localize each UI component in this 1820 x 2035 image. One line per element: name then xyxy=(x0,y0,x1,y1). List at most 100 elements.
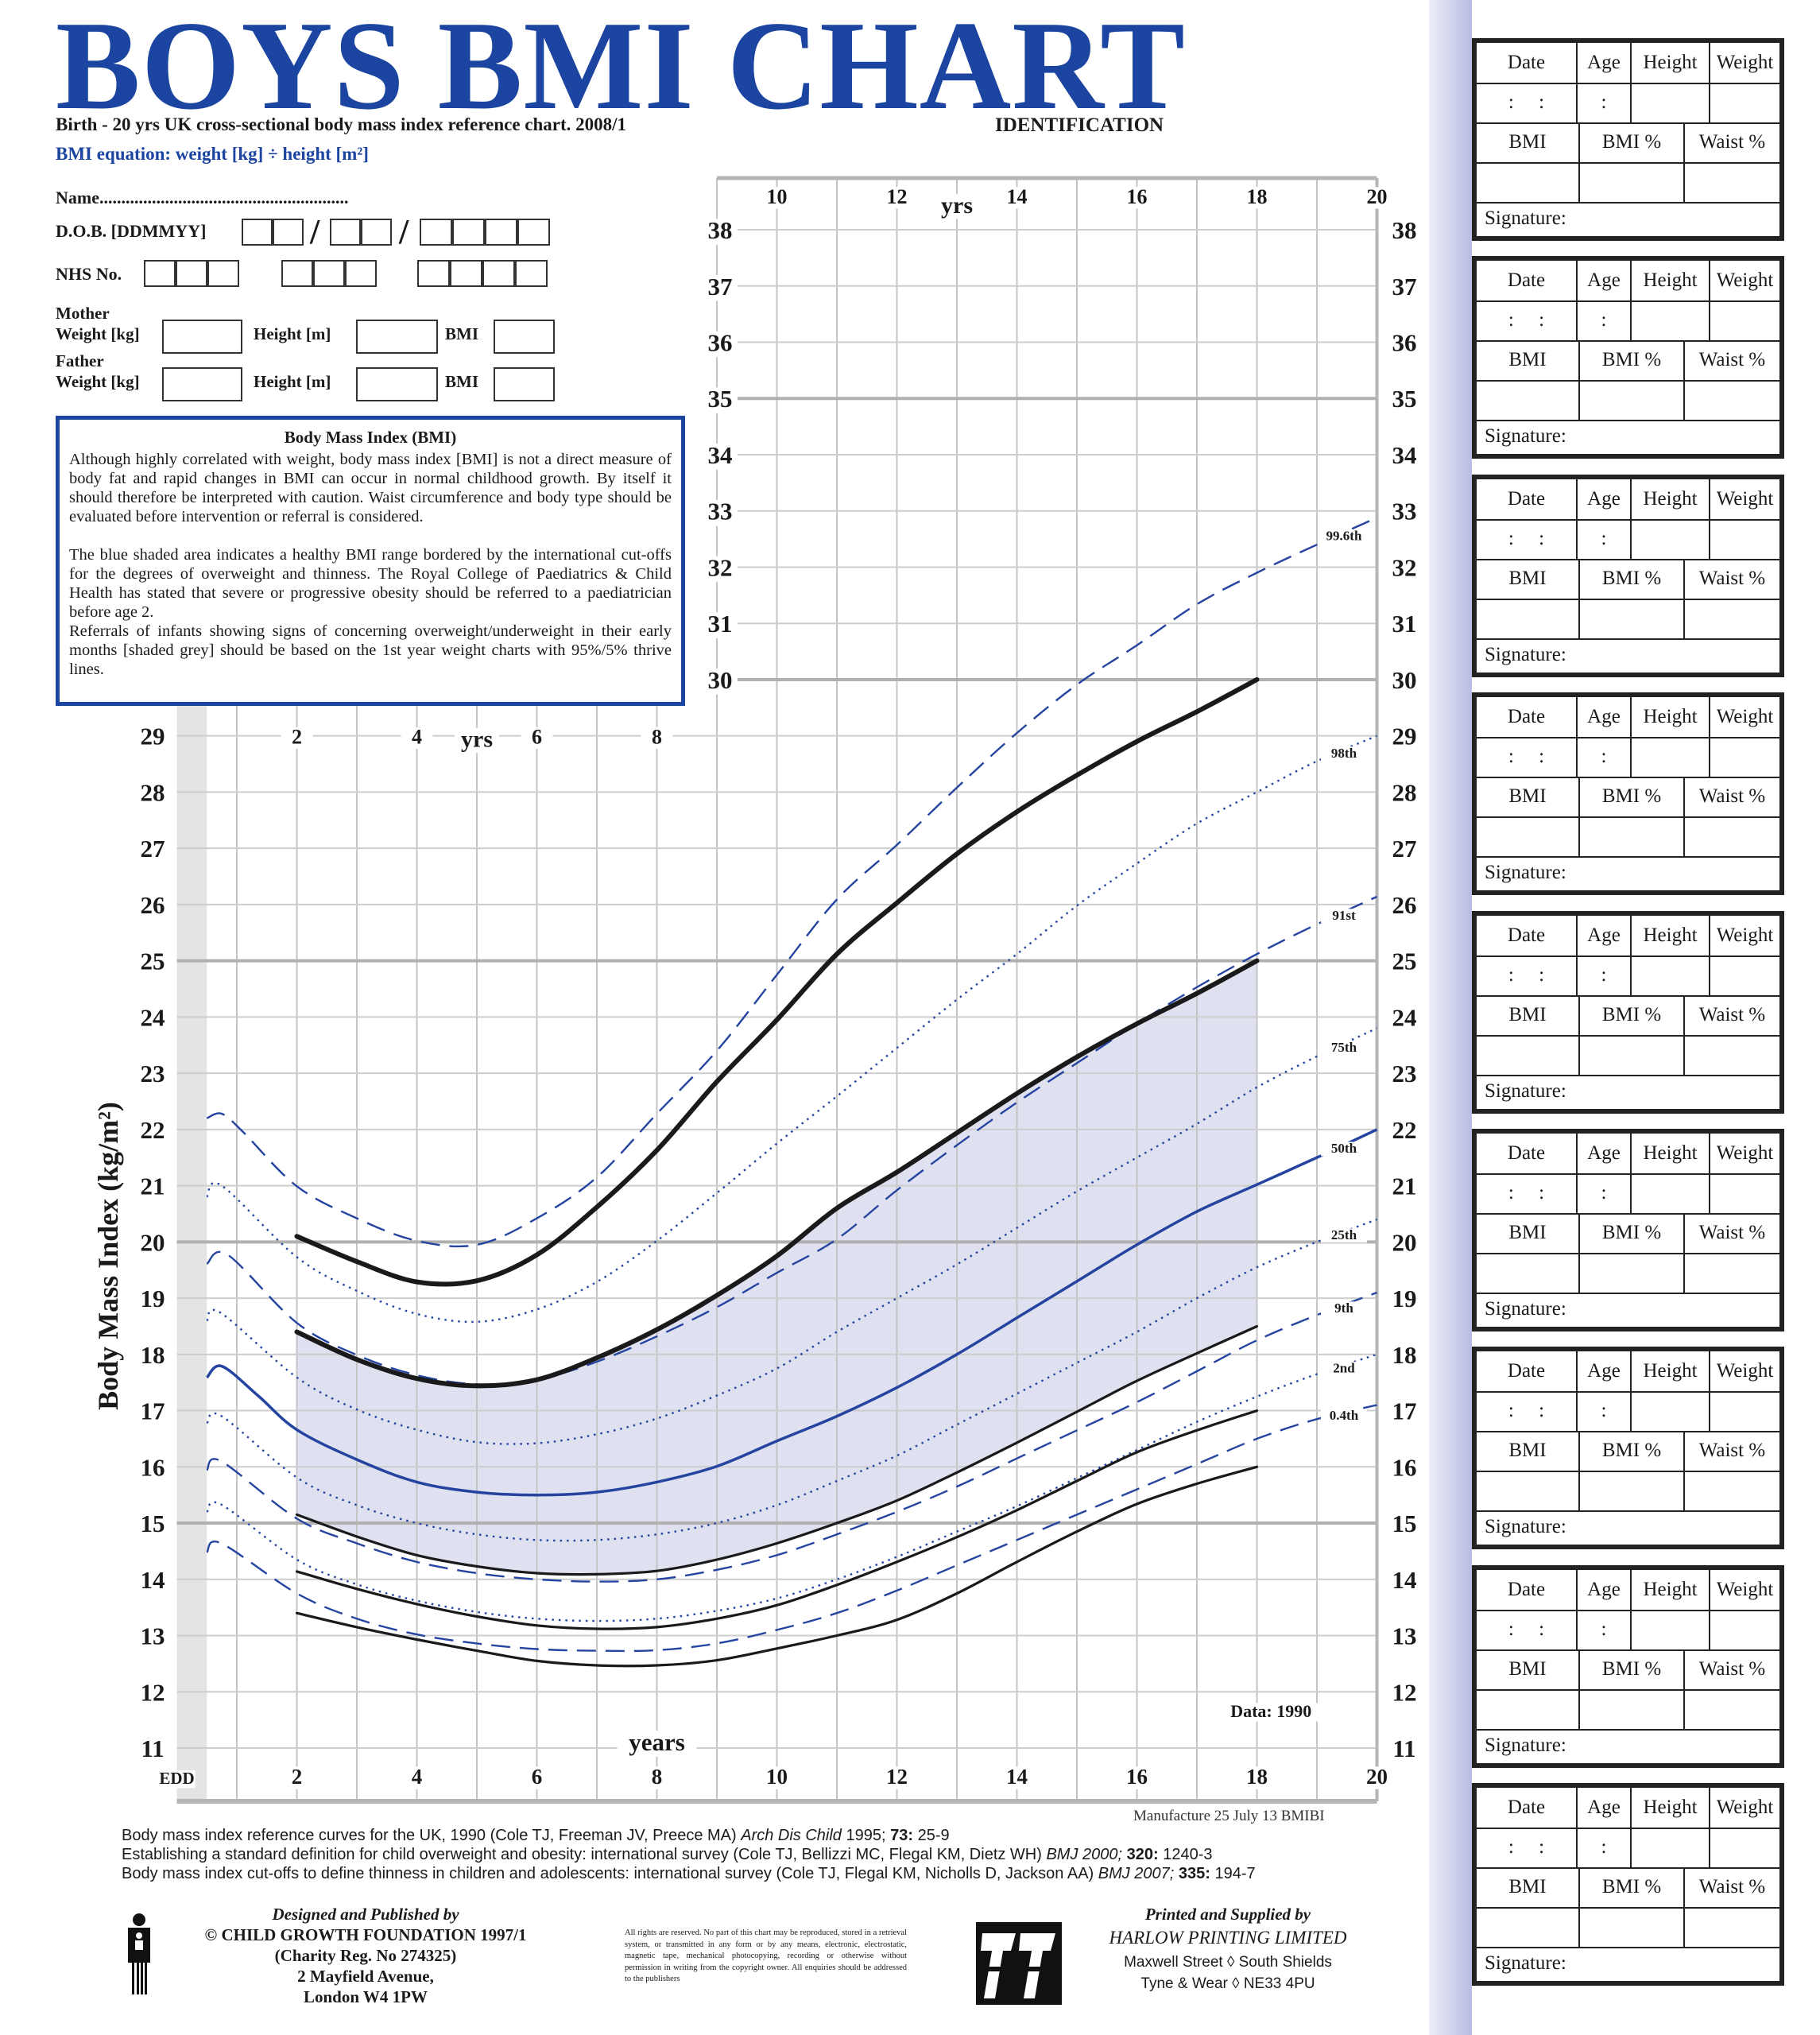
mother-height-input[interactable] xyxy=(356,320,438,354)
height-input[interactable] xyxy=(1632,1391,1710,1432)
date-header: Date xyxy=(1477,261,1578,301)
height-input[interactable] xyxy=(1632,518,1710,559)
waist-percent-input[interactable] xyxy=(1685,1471,1779,1510)
mother-weight-input[interactable] xyxy=(162,320,242,354)
signature-field[interactable]: Signature: xyxy=(1485,1516,1566,1538)
bmi-input[interactable] xyxy=(1477,598,1580,638)
signature-field[interactable]: Signature: xyxy=(1485,1734,1566,1756)
bmi-percent-input[interactable] xyxy=(1580,380,1685,421)
bmi-percent-input[interactable] xyxy=(1580,162,1685,202)
father-bmi-input[interactable] xyxy=(494,367,555,401)
y-tick-label-left: 14 xyxy=(141,1566,165,1594)
bmi-percent-input[interactable] xyxy=(1580,1253,1685,1293)
signature-field[interactable]: Signature: xyxy=(1485,1080,1566,1102)
bmi-input[interactable] xyxy=(1477,1253,1580,1293)
nhs-box[interactable] xyxy=(482,260,515,287)
dob-year-box-1[interactable] xyxy=(420,219,452,246)
nhs-box[interactable] xyxy=(515,260,548,287)
mother-bmi-input[interactable] xyxy=(494,320,555,354)
age-input[interactable]: : xyxy=(1578,300,1632,341)
nhs-box[interactable] xyxy=(281,260,313,287)
weight-input[interactable] xyxy=(1710,1828,1779,1867)
bmi-input[interactable] xyxy=(1477,1688,1580,1729)
height-input[interactable] xyxy=(1632,300,1710,341)
date-input[interactable]: : : xyxy=(1477,83,1578,122)
age-input[interactable]: : xyxy=(1578,1173,1632,1213)
nhs-box[interactable] xyxy=(345,260,377,287)
signature-field[interactable]: Signature: xyxy=(1485,207,1566,229)
waist-percent-input[interactable] xyxy=(1685,1689,1779,1729)
weight-input[interactable] xyxy=(1710,1391,1779,1431)
age-input[interactable]: : xyxy=(1578,518,1632,559)
waist-percent-input[interactable] xyxy=(1685,816,1779,856)
waist-percent-input[interactable] xyxy=(1685,599,1779,638)
weight-input[interactable] xyxy=(1710,83,1779,122)
date-input[interactable]: : : xyxy=(1477,737,1578,777)
bmi-input[interactable] xyxy=(1477,1907,1580,1948)
weight-input[interactable] xyxy=(1710,1173,1779,1213)
name-field[interactable]: Name....................................… xyxy=(56,188,349,207)
signature-field[interactable]: Signature: xyxy=(1485,1952,1566,1975)
nhs-box[interactable] xyxy=(417,260,450,287)
bmi-percent-input[interactable] xyxy=(1580,1471,1685,1511)
weight-input[interactable] xyxy=(1710,1610,1779,1649)
nhs-box[interactable] xyxy=(313,260,345,287)
date-input[interactable]: : : xyxy=(1477,955,1578,995)
bmi-input[interactable] xyxy=(1477,380,1580,421)
bmi-percent-input[interactable] xyxy=(1580,598,1685,638)
bmi-input[interactable] xyxy=(1477,162,1580,202)
father-height-input[interactable] xyxy=(356,367,438,401)
age-input[interactable]: : xyxy=(1578,955,1632,995)
bmi-percent-input[interactable] xyxy=(1580,1034,1685,1075)
nhs-box[interactable] xyxy=(144,260,176,287)
dob-year-box-3[interactable] xyxy=(485,219,517,246)
bmi-percent-input[interactable] xyxy=(1580,1688,1685,1729)
date-input[interactable]: : : xyxy=(1477,1391,1578,1432)
dob-year-box-2[interactable] xyxy=(452,219,485,246)
height-input[interactable] xyxy=(1632,1609,1710,1649)
bmi-input[interactable] xyxy=(1477,816,1580,857)
age-input[interactable]: : xyxy=(1578,83,1632,122)
date-input[interactable]: : : xyxy=(1477,518,1578,559)
weight-input[interactable] xyxy=(1710,300,1779,340)
height-input[interactable] xyxy=(1632,1173,1710,1213)
dob-day-box-1[interactable] xyxy=(242,219,273,246)
height-input[interactable] xyxy=(1632,83,1710,122)
reference-1: Body mass index reference curves for the… xyxy=(122,1827,950,1845)
weight-input[interactable] xyxy=(1710,519,1779,559)
height-input[interactable] xyxy=(1632,737,1710,777)
signature-field[interactable]: Signature: xyxy=(1485,862,1566,884)
bmi-input[interactable] xyxy=(1477,1471,1580,1511)
dob-year-box-4[interactable] xyxy=(517,219,550,246)
signature-field[interactable]: Signature: xyxy=(1485,1298,1566,1320)
height-input[interactable] xyxy=(1632,1828,1710,1868)
signature-field[interactable]: Signature: xyxy=(1485,643,1566,665)
weight-input[interactable] xyxy=(1710,737,1779,777)
nhs-box[interactable] xyxy=(450,260,482,287)
dob-day-box-2[interactable] xyxy=(273,219,304,246)
bmi-percent-input[interactable] xyxy=(1580,1907,1685,1948)
waist-percent-input[interactable] xyxy=(1685,1035,1779,1075)
father-weight-input[interactable] xyxy=(162,367,242,401)
waist-percent-input[interactable] xyxy=(1685,380,1779,420)
dob-month-box-2[interactable] xyxy=(361,219,392,246)
date-input[interactable]: : : xyxy=(1477,300,1578,341)
date-input[interactable]: : : xyxy=(1477,1828,1578,1868)
height-input[interactable] xyxy=(1632,955,1710,995)
bmi-percent-input[interactable] xyxy=(1580,816,1685,857)
age-input[interactable]: : xyxy=(1578,1609,1632,1649)
waist-percent-input[interactable] xyxy=(1685,162,1779,202)
waist-percent-input[interactable] xyxy=(1685,1907,1779,1947)
bmi-input[interactable] xyxy=(1477,1034,1580,1075)
date-input[interactable]: : : xyxy=(1477,1609,1578,1649)
nhs-box[interactable] xyxy=(207,260,239,287)
age-input[interactable]: : xyxy=(1578,737,1632,777)
age-input[interactable]: : xyxy=(1578,1828,1632,1868)
signature-field[interactable]: Signature: xyxy=(1485,425,1566,448)
date-input[interactable]: : : xyxy=(1477,1173,1578,1213)
nhs-box[interactable] xyxy=(176,260,207,287)
age-input[interactable]: : xyxy=(1578,1391,1632,1432)
waist-percent-input[interactable] xyxy=(1685,1253,1779,1293)
weight-input[interactable] xyxy=(1710,955,1779,995)
dob-month-box-1[interactable] xyxy=(330,219,361,246)
